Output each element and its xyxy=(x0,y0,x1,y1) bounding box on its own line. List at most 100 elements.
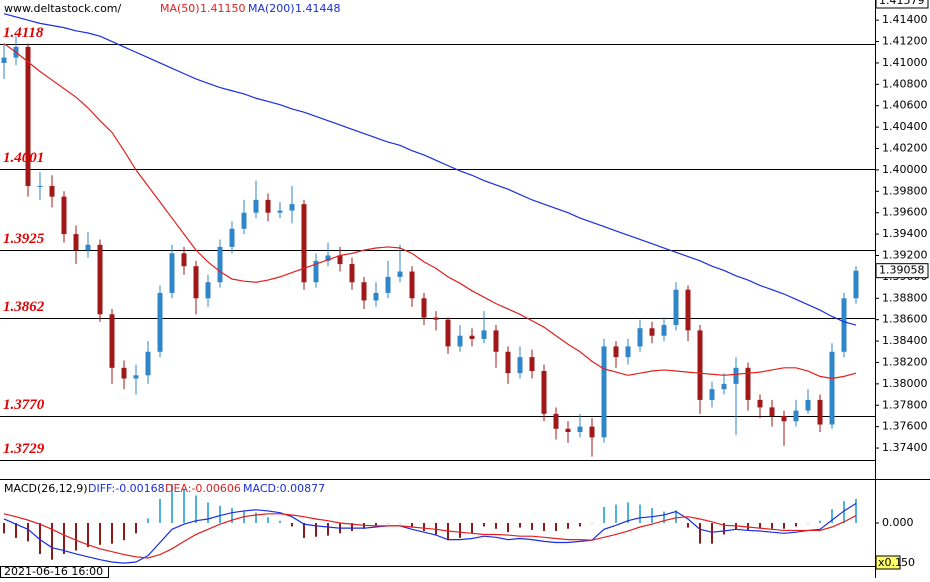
candle-body xyxy=(637,328,643,347)
marks-layer xyxy=(1,13,859,564)
macd-histogram-bar xyxy=(519,523,521,528)
macd-histogram-bar xyxy=(471,523,473,534)
candle-body xyxy=(733,367,739,384)
macd-histogram-bar xyxy=(207,502,209,523)
macd-histogram-bar xyxy=(15,523,17,538)
candle-body xyxy=(553,413,559,429)
macd-histogram-bar xyxy=(231,508,233,523)
candle-body xyxy=(661,325,667,336)
macd-histogram-bar xyxy=(99,523,101,545)
candle-body xyxy=(289,204,295,211)
macd-histogram-bar xyxy=(807,523,809,524)
macd-histogram-bar xyxy=(351,523,353,532)
candle-body xyxy=(265,199,271,213)
macd-histogram-bar xyxy=(375,523,377,526)
candle-body xyxy=(469,335,475,339)
candle-body xyxy=(565,428,571,433)
y-tick-label: 1.38600 xyxy=(882,313,928,326)
price-label: 1.39058 xyxy=(879,264,925,277)
y-tick-label: 1.39400 xyxy=(882,227,928,240)
candle-body xyxy=(97,244,103,315)
candle-body xyxy=(517,357,523,374)
candle-body xyxy=(37,185,43,187)
candle-body xyxy=(613,346,619,358)
macd-histogram-bar xyxy=(27,523,29,542)
candle-body xyxy=(781,415,787,422)
macd-histogram-bar xyxy=(255,512,257,523)
macd-histogram-bar xyxy=(303,523,305,538)
level-label: 1.3925 xyxy=(3,231,45,247)
candle-body xyxy=(721,383,727,390)
candle-body xyxy=(817,399,823,425)
legend-readout: 1.41448 xyxy=(295,2,341,15)
scale-box xyxy=(875,555,901,570)
macd-readout: DEA:-0.00606 xyxy=(165,482,241,495)
macd-histogram-bar xyxy=(699,523,701,544)
macd-histogram-bar xyxy=(87,523,89,548)
candle-body xyxy=(529,357,535,372)
candle-body xyxy=(349,264,355,283)
macd-histogram-bar xyxy=(423,523,425,532)
y-tick-label: 1.37400 xyxy=(882,441,928,454)
macd-histogram-bar xyxy=(267,517,269,523)
macd-histogram-bar xyxy=(771,523,773,529)
macd-title: MACD(26,12,9) xyxy=(4,482,88,495)
candle-body xyxy=(829,351,835,425)
macd-histogram-bar xyxy=(687,523,689,528)
y-tick-label: 1.37800 xyxy=(882,398,928,411)
y-tick-label: 1.38400 xyxy=(882,334,928,347)
macd-histogram-bar xyxy=(639,504,641,523)
candle-body xyxy=(505,351,511,374)
level-label: 1.3770 xyxy=(3,397,45,413)
candle-body xyxy=(109,314,115,368)
y-tick-label: 1.39200 xyxy=(882,248,928,261)
macd-histogram-bar xyxy=(195,495,197,523)
macd-histogram-bar xyxy=(567,523,569,529)
macd-histogram-bar xyxy=(171,484,173,523)
macd-histogram-bar xyxy=(123,523,125,541)
y2-tick-label: 0.000 xyxy=(882,516,914,529)
y-tick-label: 1.40200 xyxy=(882,142,928,155)
source-label: www.deltastock.com/ xyxy=(4,2,122,15)
macd-histogram-bar xyxy=(387,523,389,524)
macd-histogram-bar xyxy=(579,523,581,527)
macd-histogram-bar xyxy=(75,523,77,551)
y-tick-label: 1.39600 xyxy=(882,206,928,219)
scale-note: x0.1 xyxy=(878,556,902,569)
candle-body xyxy=(85,244,91,251)
candle-body xyxy=(697,330,703,400)
candle-body xyxy=(589,426,595,438)
candle-body xyxy=(541,371,547,414)
candle-body xyxy=(337,255,343,265)
macd-histogram-bar xyxy=(291,523,293,527)
scale-value: 50 xyxy=(901,556,915,569)
candle-body xyxy=(157,292,163,352)
candle-body xyxy=(745,367,751,400)
candle-body xyxy=(409,271,415,299)
macd-histogram-bar xyxy=(3,523,5,534)
price-label: 1.41579 xyxy=(879,0,925,7)
y-tick-label: 1.41000 xyxy=(882,56,928,69)
macd-line xyxy=(3,502,857,564)
y-tick-label: 1.40600 xyxy=(882,99,928,112)
macd-histogram-bar xyxy=(651,508,653,523)
candle-body xyxy=(685,289,691,331)
macd-histogram-bar xyxy=(39,523,41,554)
macd-histogram-bar xyxy=(591,523,593,524)
candle-body xyxy=(841,298,847,352)
time-label: 2021-06-16 16:00 xyxy=(4,565,103,578)
price-box xyxy=(875,0,929,9)
candle-body xyxy=(457,335,463,347)
candle-body xyxy=(625,346,631,358)
y-tick-label: 1.40000 xyxy=(882,163,928,176)
macd-histogram-bar xyxy=(531,523,533,530)
candle-body xyxy=(241,212,247,229)
y-tick-label: 1.37600 xyxy=(882,420,928,433)
candle-body xyxy=(361,282,367,301)
macd-histogram-bar xyxy=(723,523,725,535)
candle-body xyxy=(757,399,763,408)
candle-body xyxy=(325,255,331,261)
macd-histogram-bar xyxy=(759,523,761,529)
